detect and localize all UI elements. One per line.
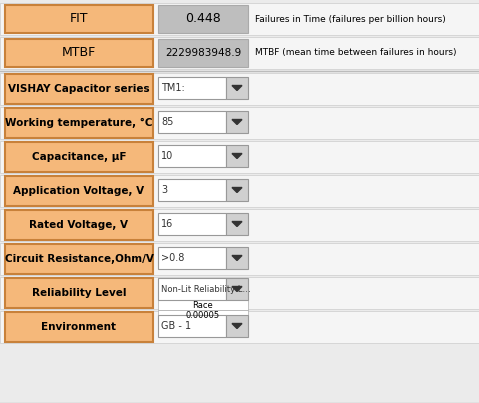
Text: Circuit Resistance,Ohm/V: Circuit Resistance,Ohm/V [5,254,153,264]
FancyBboxPatch shape [158,39,248,67]
Polygon shape [232,154,242,158]
Text: MTBF: MTBF [62,46,96,60]
FancyBboxPatch shape [0,141,479,173]
Polygon shape [232,120,242,125]
FancyBboxPatch shape [226,111,248,133]
Text: TM1:: TM1: [161,83,185,93]
FancyBboxPatch shape [226,179,248,201]
FancyBboxPatch shape [5,176,153,206]
FancyBboxPatch shape [226,145,248,167]
FancyBboxPatch shape [158,111,226,133]
FancyBboxPatch shape [5,278,153,308]
Text: VISHAY Capacitor series: VISHAY Capacitor series [8,84,150,94]
FancyBboxPatch shape [5,39,153,67]
FancyBboxPatch shape [5,210,153,240]
FancyBboxPatch shape [0,73,479,105]
FancyBboxPatch shape [158,247,226,269]
Text: Capacitance, µF: Capacitance, µF [32,152,126,162]
Text: 2229983948.9: 2229983948.9 [165,48,241,58]
Text: Rated Voltage, V: Rated Voltage, V [30,220,128,230]
Text: Environment: Environment [42,322,116,332]
Text: FIT: FIT [70,12,88,25]
Text: 10: 10 [161,151,173,161]
FancyBboxPatch shape [5,5,153,33]
FancyBboxPatch shape [0,107,479,139]
FancyBboxPatch shape [0,277,479,309]
FancyBboxPatch shape [226,213,248,235]
Text: GB - 1: GB - 1 [161,321,191,331]
FancyBboxPatch shape [5,74,153,104]
FancyBboxPatch shape [226,77,248,99]
FancyBboxPatch shape [0,3,479,35]
FancyBboxPatch shape [158,145,226,167]
Text: 0.448: 0.448 [185,12,221,25]
Text: Reliability Level: Reliability Level [32,288,126,298]
Text: Application Voltage, V: Application Voltage, V [13,186,145,196]
Text: 85: 85 [161,117,173,127]
Text: 0.00005: 0.00005 [186,310,220,320]
FancyBboxPatch shape [226,278,248,300]
FancyBboxPatch shape [158,315,226,337]
FancyBboxPatch shape [158,300,248,310]
FancyBboxPatch shape [158,179,226,201]
FancyBboxPatch shape [0,311,479,343]
FancyBboxPatch shape [5,244,153,274]
Polygon shape [232,187,242,193]
FancyBboxPatch shape [0,209,479,241]
FancyBboxPatch shape [5,142,153,172]
Polygon shape [232,256,242,260]
FancyBboxPatch shape [226,315,248,337]
Text: Failures in Time (failures per billion hours): Failures in Time (failures per billion h… [255,15,446,23]
Polygon shape [232,287,242,291]
Polygon shape [232,324,242,328]
FancyBboxPatch shape [158,77,226,99]
FancyBboxPatch shape [158,310,248,320]
Text: Non-Lit Reliability L…: Non-Lit Reliability L… [161,285,251,293]
FancyBboxPatch shape [158,213,226,235]
FancyBboxPatch shape [0,37,479,69]
FancyBboxPatch shape [158,278,226,300]
FancyBboxPatch shape [0,175,479,207]
FancyBboxPatch shape [5,108,153,138]
Polygon shape [232,222,242,226]
Text: MTBF (mean time between failures in hours): MTBF (mean time between failures in hour… [255,48,456,58]
Polygon shape [232,85,242,91]
FancyBboxPatch shape [0,243,479,275]
FancyBboxPatch shape [5,312,153,342]
Text: 3: 3 [161,185,167,195]
Text: >0.8: >0.8 [161,253,184,263]
Text: Race: Race [193,301,213,310]
Text: 16: 16 [161,219,173,229]
FancyBboxPatch shape [226,247,248,269]
FancyBboxPatch shape [158,5,248,33]
Text: Working temperature, °C: Working temperature, °C [5,118,153,128]
